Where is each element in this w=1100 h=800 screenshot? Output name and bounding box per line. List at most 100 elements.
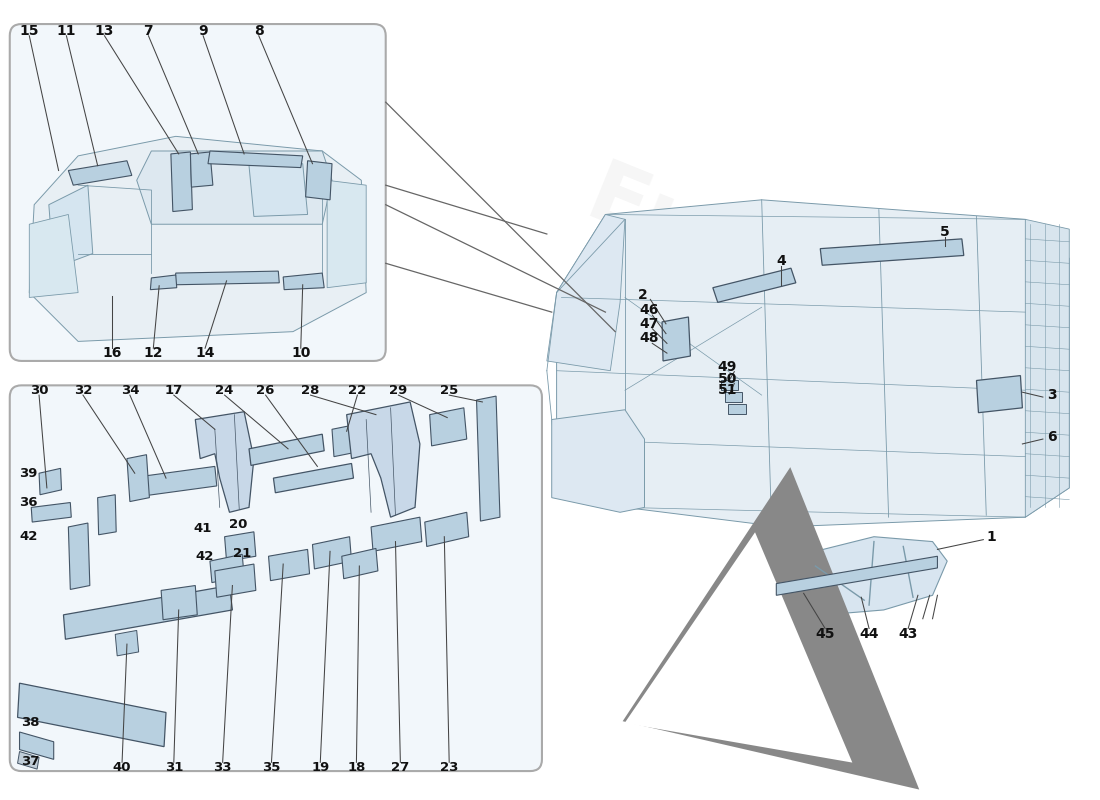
- Polygon shape: [274, 463, 353, 493]
- Polygon shape: [720, 381, 738, 390]
- Text: 16: 16: [102, 346, 122, 360]
- FancyBboxPatch shape: [10, 386, 542, 771]
- Polygon shape: [728, 404, 746, 414]
- Text: 22: 22: [349, 384, 366, 397]
- Polygon shape: [552, 410, 645, 512]
- Polygon shape: [31, 502, 72, 522]
- Polygon shape: [346, 402, 420, 517]
- Polygon shape: [214, 564, 256, 598]
- Polygon shape: [371, 517, 421, 551]
- Text: 8: 8: [254, 24, 264, 38]
- Polygon shape: [20, 732, 54, 759]
- Text: 10: 10: [292, 346, 310, 360]
- Text: 37: 37: [22, 755, 40, 768]
- Polygon shape: [151, 275, 177, 290]
- Polygon shape: [547, 214, 625, 370]
- Text: 32: 32: [74, 384, 92, 397]
- Text: 5: 5: [940, 225, 950, 239]
- Polygon shape: [332, 422, 373, 457]
- Text: 39: 39: [20, 466, 37, 480]
- Text: 38: 38: [22, 716, 40, 729]
- Text: 1: 1: [987, 530, 996, 544]
- Text: 19: 19: [311, 761, 329, 774]
- Text: 46: 46: [640, 303, 659, 317]
- Polygon shape: [68, 161, 132, 185]
- Text: 2: 2: [638, 287, 648, 302]
- Text: 44: 44: [859, 627, 879, 642]
- Polygon shape: [98, 494, 117, 534]
- Text: 23: 23: [440, 761, 459, 774]
- Text: 33: 33: [213, 761, 232, 774]
- Text: 30: 30: [30, 384, 48, 397]
- Polygon shape: [40, 468, 62, 494]
- Text: 43: 43: [899, 627, 917, 642]
- Text: 42: 42: [196, 550, 214, 562]
- Polygon shape: [175, 271, 279, 285]
- Text: 49: 49: [718, 360, 737, 374]
- Text: 36: 36: [20, 496, 38, 509]
- Polygon shape: [268, 550, 309, 581]
- Polygon shape: [161, 586, 197, 620]
- Text: 42: 42: [20, 530, 37, 543]
- Polygon shape: [64, 586, 232, 639]
- Text: 6: 6: [1047, 430, 1056, 444]
- Text: 12: 12: [144, 346, 163, 360]
- Polygon shape: [18, 751, 40, 769]
- Polygon shape: [210, 554, 244, 582]
- Polygon shape: [126, 454, 150, 502]
- Polygon shape: [170, 152, 192, 211]
- Polygon shape: [662, 317, 691, 361]
- Polygon shape: [777, 556, 937, 595]
- Polygon shape: [557, 200, 1069, 527]
- Text: 4: 4: [777, 254, 786, 268]
- Text: 40: 40: [113, 761, 131, 774]
- Polygon shape: [116, 630, 139, 656]
- Polygon shape: [18, 683, 166, 746]
- Polygon shape: [48, 185, 92, 268]
- FancyBboxPatch shape: [10, 24, 386, 361]
- Text: 26: 26: [256, 384, 275, 397]
- Polygon shape: [342, 549, 378, 578]
- Text: 29: 29: [389, 384, 407, 397]
- Polygon shape: [977, 375, 1022, 413]
- Text: 3: 3: [1047, 388, 1056, 402]
- Text: apusparts: apusparts: [186, 512, 419, 639]
- Text: 14: 14: [196, 346, 214, 360]
- Text: 34: 34: [121, 384, 139, 397]
- Polygon shape: [725, 392, 742, 402]
- Polygon shape: [476, 396, 501, 521]
- Polygon shape: [430, 408, 466, 446]
- Polygon shape: [767, 537, 947, 615]
- Polygon shape: [249, 164, 308, 217]
- Polygon shape: [68, 523, 90, 590]
- Text: 50: 50: [718, 371, 737, 386]
- Text: 18: 18: [348, 761, 365, 774]
- Text: 48: 48: [639, 331, 659, 346]
- Text: 28: 28: [301, 384, 320, 397]
- Text: 35: 35: [262, 761, 280, 774]
- Text: 21: 21: [233, 547, 251, 560]
- Text: 11: 11: [57, 24, 76, 38]
- Polygon shape: [30, 136, 366, 342]
- Text: 17: 17: [165, 384, 183, 397]
- Text: 7: 7: [144, 24, 153, 38]
- Text: 51: 51: [717, 383, 737, 398]
- Polygon shape: [283, 273, 324, 290]
- Text: 24: 24: [216, 384, 234, 397]
- Text: Europarts: Europarts: [155, 436, 490, 618]
- Text: 9: 9: [198, 24, 208, 38]
- Polygon shape: [190, 152, 213, 187]
- Polygon shape: [30, 214, 78, 298]
- Text: 1085: 1085: [747, 274, 952, 409]
- Polygon shape: [312, 537, 352, 569]
- Polygon shape: [1025, 219, 1069, 517]
- Polygon shape: [249, 434, 324, 466]
- Polygon shape: [136, 151, 332, 224]
- Text: 41: 41: [192, 522, 211, 535]
- Text: 31: 31: [165, 761, 183, 774]
- Polygon shape: [821, 239, 964, 266]
- Text: 13: 13: [95, 24, 114, 38]
- Polygon shape: [306, 161, 332, 200]
- Text: 47: 47: [640, 317, 659, 331]
- Text: 45: 45: [815, 627, 835, 642]
